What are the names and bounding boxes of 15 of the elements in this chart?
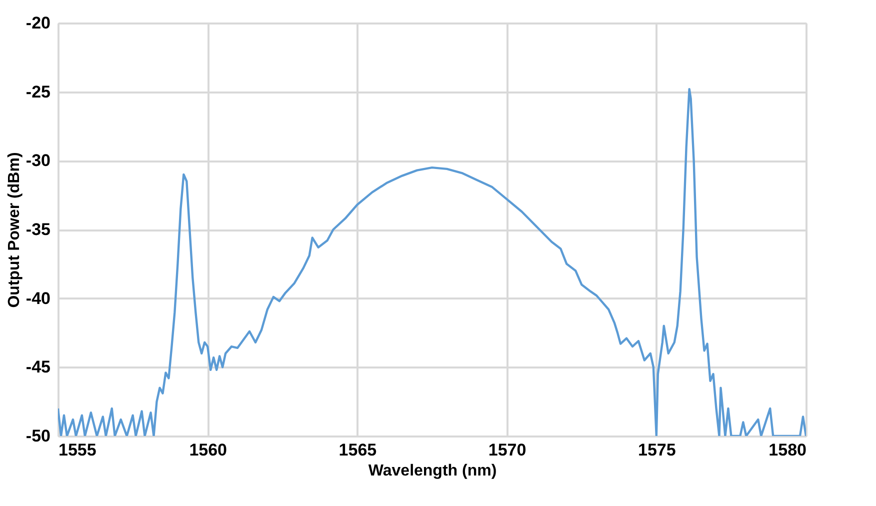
y-tick-label: -35 xyxy=(26,220,50,239)
y-tick-label: -50 xyxy=(26,426,50,446)
x-tick-label: 1560 xyxy=(189,440,228,460)
y-tick-label: -20 xyxy=(26,14,50,32)
y-axis-title: Output Power (dBm) xyxy=(6,152,23,308)
x-tick-label: 1575 xyxy=(638,440,676,460)
y-tick-label: -30 xyxy=(26,151,50,170)
y-tick-label: -40 xyxy=(26,288,50,308)
x-tick-label: 1580 xyxy=(768,440,806,460)
y-tick-label: -45 xyxy=(26,358,50,377)
x-tick-label: 1570 xyxy=(488,440,526,460)
y-tick-label: -25 xyxy=(26,82,50,102)
x-tick-label: 1565 xyxy=(338,440,377,460)
x-axis-title: Wavelength (nm) xyxy=(368,462,497,480)
x-tick-label: 1555 xyxy=(58,440,96,460)
